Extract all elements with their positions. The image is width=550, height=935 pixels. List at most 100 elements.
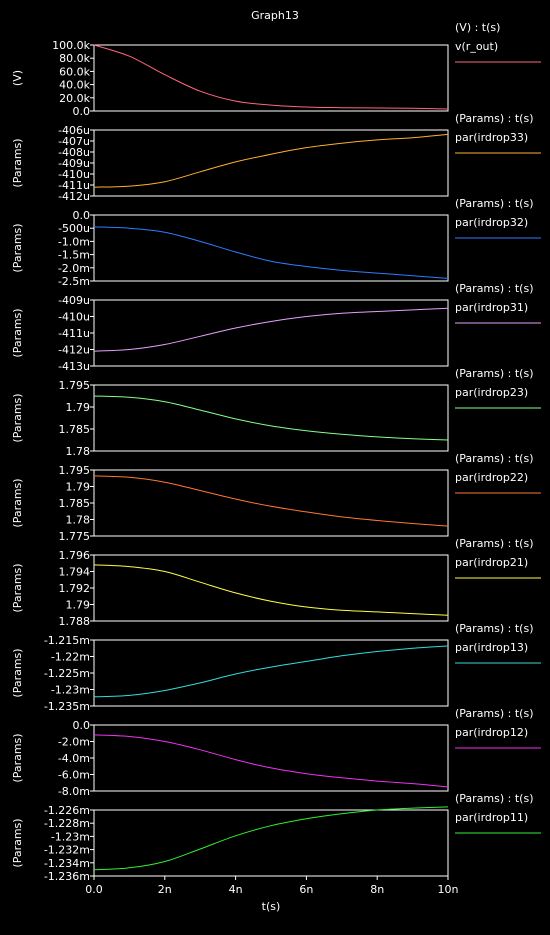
y-tick-label: 1.788 <box>59 615 91 628</box>
y-tick-label: 1.78 <box>66 514 91 527</box>
y-tick-label: 1.79 <box>66 599 91 612</box>
y-tick-label: 0.0 <box>73 209 91 222</box>
y-tick-label: -1.22m <box>51 651 90 664</box>
legend-series-name: v(r_out) <box>455 40 498 53</box>
legend-series-name: par(irdrop21) <box>455 556 528 569</box>
y-tick-label: -412u <box>58 190 90 203</box>
x-tick-label: 10n <box>438 883 459 896</box>
y-tick-label: -2.5m <box>58 275 90 288</box>
plot-frame-6 <box>93 469 449 537</box>
plot-frame-4 <box>93 299 449 367</box>
y-tick-label: -411u <box>58 179 90 192</box>
y-axis-label: (Params) <box>11 478 24 527</box>
y-tick-label: -1.234m <box>44 857 90 870</box>
y-tick-label: 100.0k <box>52 39 90 52</box>
y-tick-label: -1.23m <box>51 830 90 843</box>
y-tick-label: 1.795 <box>59 464 91 477</box>
plot-frame-2 <box>93 129 449 197</box>
series-line-par(irdrop12) <box>93 734 449 788</box>
legend-series-name: par(irdrop23) <box>455 386 528 399</box>
y-axis-label: (Params) <box>11 733 24 782</box>
y-axis-label: (Params) <box>11 648 24 697</box>
y-axis-label: (Params) <box>11 308 24 357</box>
y-tick-label: -8.0m <box>58 785 90 798</box>
series-line-par(irdrop11) <box>93 806 449 871</box>
y-tick-label: 0.0 <box>73 105 91 118</box>
y-tick-label: 1.78 <box>66 445 91 458</box>
y-axis-label: (Params) <box>11 818 24 867</box>
panel-header: (Params) : t(s) <box>455 622 534 635</box>
x-axis-label: t(s) <box>262 900 281 913</box>
plot-frame-7 <box>93 554 449 622</box>
y-tick-label: -4.0m <box>58 752 90 765</box>
legend-series-name: par(irdrop11) <box>455 811 528 824</box>
legend-series-name: par(irdrop33) <box>455 131 528 144</box>
y-tick-label: -6.0m <box>58 769 90 782</box>
y-axis-label: (Params) <box>11 393 24 442</box>
legend-series-name: par(irdrop32) <box>455 216 528 229</box>
x-tick-label: 2n <box>158 883 172 896</box>
y-tick-label: 1.785 <box>59 423 91 436</box>
plot-frame-10 <box>93 809 449 877</box>
y-tick-label: -412u <box>58 344 90 357</box>
panel-header: (Params) : t(s) <box>455 452 534 465</box>
panel-header: (Params) : t(s) <box>455 537 534 550</box>
y-tick-label: -407u <box>58 135 90 148</box>
y-tick-label: 1.785 <box>59 497 91 510</box>
y-tick-label: 60.0k <box>59 65 90 78</box>
y-tick-label: 1.792 <box>59 582 91 595</box>
y-tick-label: -1.236m <box>44 870 90 883</box>
y-tick-label: -408u <box>58 146 90 159</box>
y-tick-label: 1.794 <box>59 566 91 579</box>
series-line-par(irdrop32) <box>93 226 449 279</box>
panel-header: (V) : t(s) <box>455 21 500 34</box>
y-tick-label: -411u <box>58 327 90 340</box>
y-axis-label: (Params) <box>11 138 24 187</box>
y-tick-label: -2.0m <box>58 736 90 749</box>
y-tick-label: 1.79 <box>66 481 91 494</box>
series-line-par(irdrop13) <box>93 645 449 698</box>
y-tick-label: 80.0k <box>59 52 90 65</box>
y-tick-label: -406u <box>58 124 90 137</box>
y-tick-label: -500u <box>58 222 90 235</box>
plot-frame-9 <box>93 724 449 792</box>
panel-header: (Params) : t(s) <box>455 367 534 380</box>
legend-series-name: par(irdrop31) <box>455 301 528 314</box>
y-tick-label: -410u <box>58 168 90 181</box>
y-tick-label: 0.0 <box>73 719 91 732</box>
y-tick-label: 1.79 <box>66 401 91 414</box>
y-tick-label: -1.226m <box>44 804 90 817</box>
panel-header: (Params) : t(s) <box>455 282 534 295</box>
legend-series-name: par(irdrop22) <box>455 471 528 484</box>
y-tick-label: 1.795 <box>59 379 91 392</box>
series-line-par(irdrop33) <box>93 133 449 188</box>
y-tick-label: -1.235m <box>44 700 90 713</box>
series-line-par(irdrop31) <box>93 307 449 352</box>
y-tick-label: -409u <box>58 157 90 170</box>
y-tick-label: -409u <box>58 294 90 307</box>
x-tick-label: 6n <box>299 883 313 896</box>
y-tick-label: -1.215m <box>44 634 90 647</box>
plot-frame-5 <box>93 384 449 452</box>
y-tick-label: -410u <box>58 311 90 324</box>
y-tick-label: -1.0m <box>58 235 90 248</box>
y-tick-label: -1.228m <box>44 817 90 830</box>
legend-series-name: par(irdrop12) <box>455 726 528 739</box>
panel-header: (Params) : t(s) <box>455 197 534 210</box>
series-line-par(irdrop21) <box>93 564 449 616</box>
plot-frame-3 <box>93 214 449 282</box>
y-tick-label: 40.0k <box>59 79 90 92</box>
y-tick-label: 1.775 <box>59 530 91 543</box>
y-tick-label: 1.796 <box>59 549 91 562</box>
series-line-par(irdrop22) <box>93 475 449 527</box>
plot-frame-1 <box>93 44 449 112</box>
y-axis-label: (Params) <box>11 223 24 272</box>
x-tick-label: 8n <box>370 883 384 896</box>
y-tick-label: 20.0k <box>59 92 90 105</box>
graph-title: Graph13 <box>251 9 299 22</box>
y-tick-label: -1.23m <box>51 684 90 697</box>
y-tick-label: -413u <box>58 360 90 373</box>
y-tick-label: -1.225m <box>44 667 90 680</box>
x-tick-label: 0.0 <box>85 883 103 896</box>
